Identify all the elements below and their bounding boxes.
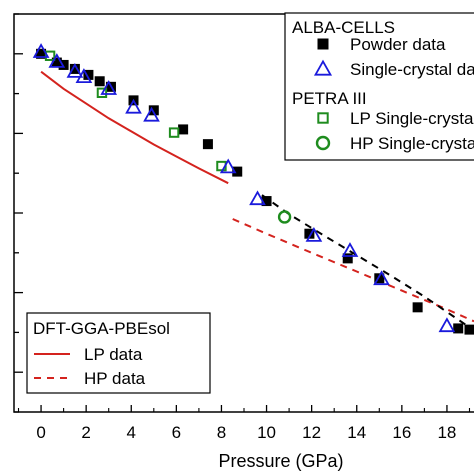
data-point: [261, 196, 272, 207]
legend-box: [284, 12, 474, 161]
legend-label: HP Single-crystal data: [350, 134, 474, 153]
data-point: [313, 59, 333, 76]
data-point: [125, 98, 142, 114]
data-point: [178, 124, 189, 135]
data-point: [317, 38, 329, 50]
data-point: [58, 59, 69, 70]
data-point: [75, 68, 93, 83]
legend-header: ALBA-CELLS: [292, 18, 395, 37]
data-point: [373, 270, 390, 286]
data-point: [438, 317, 456, 333]
x-tick-label: 14: [347, 423, 366, 442]
data-point: [342, 253, 353, 264]
data-point: [96, 87, 108, 99]
data-point: [315, 135, 331, 151]
data-point: [143, 106, 160, 122]
legend-label: LP Single-crystal data: [350, 109, 474, 128]
data-point: [83, 69, 94, 80]
legend-top-right: ALBA-CELLS PETRA III Powder data Single-cry…: [284, 12, 474, 161]
x-tick-label: 2: [81, 423, 90, 442]
series-line: [261, 194, 474, 332]
data-point: [36, 48, 47, 59]
legend-header: PETRA III: [292, 89, 367, 108]
legend-label: Powder data: [350, 35, 446, 54]
data-point: [168, 127, 180, 138]
data-point: [374, 273, 385, 284]
x-tick-label: 8: [217, 423, 226, 442]
data-point: [66, 62, 84, 78]
data-point: [304, 228, 315, 239]
data-point: [453, 323, 464, 334]
data-point: [44, 50, 56, 61]
tick-labels: 0 2 4 6 8 10 12 14 16 18: [36, 423, 456, 442]
x-tick-label: 18: [437, 423, 456, 442]
tick-marks: [14, 13, 471, 413]
data-point: [100, 80, 118, 95]
data-point: [48, 53, 66, 68]
x-axis-title: Pressure (GPa): [218, 451, 343, 471]
data-point: [412, 302, 423, 313]
legend-label: LP data: [84, 345, 143, 364]
data-point: [94, 76, 105, 87]
x-tick-label: 4: [127, 423, 136, 442]
data-point: [148, 105, 159, 116]
data-point: [249, 190, 266, 206]
series-line: [40, 70, 229, 185]
legend-label: Single-crystal data: [350, 60, 474, 79]
data-point: [232, 166, 243, 177]
data-point: [317, 112, 329, 124]
series-line: [232, 218, 474, 323]
data-point: [219, 158, 237, 174]
x-tick-label: 6: [172, 423, 181, 442]
x-tick-label: 0: [36, 423, 45, 442]
data-point: [69, 63, 80, 74]
legend-header: DFT-GGA-PBEsol: [33, 319, 170, 338]
data-point: [51, 57, 62, 68]
legend-label: HP data: [84, 369, 146, 388]
data-point: [464, 324, 474, 335]
data-point: [341, 242, 359, 257]
legend-bottom-left: DFT-GGA-PBEsol LP data HP data: [26, 312, 211, 394]
x-tick-label: 12: [302, 423, 321, 442]
series-lines: [40, 70, 474, 332]
data-point: [277, 210, 292, 224]
data-markers: [32, 43, 474, 335]
data-point: [305, 226, 323, 242]
data-point: [32, 43, 50, 58]
x-tick-label: 10: [257, 423, 276, 442]
data-point: [202, 139, 213, 150]
x-tick-label: 16: [392, 423, 411, 442]
